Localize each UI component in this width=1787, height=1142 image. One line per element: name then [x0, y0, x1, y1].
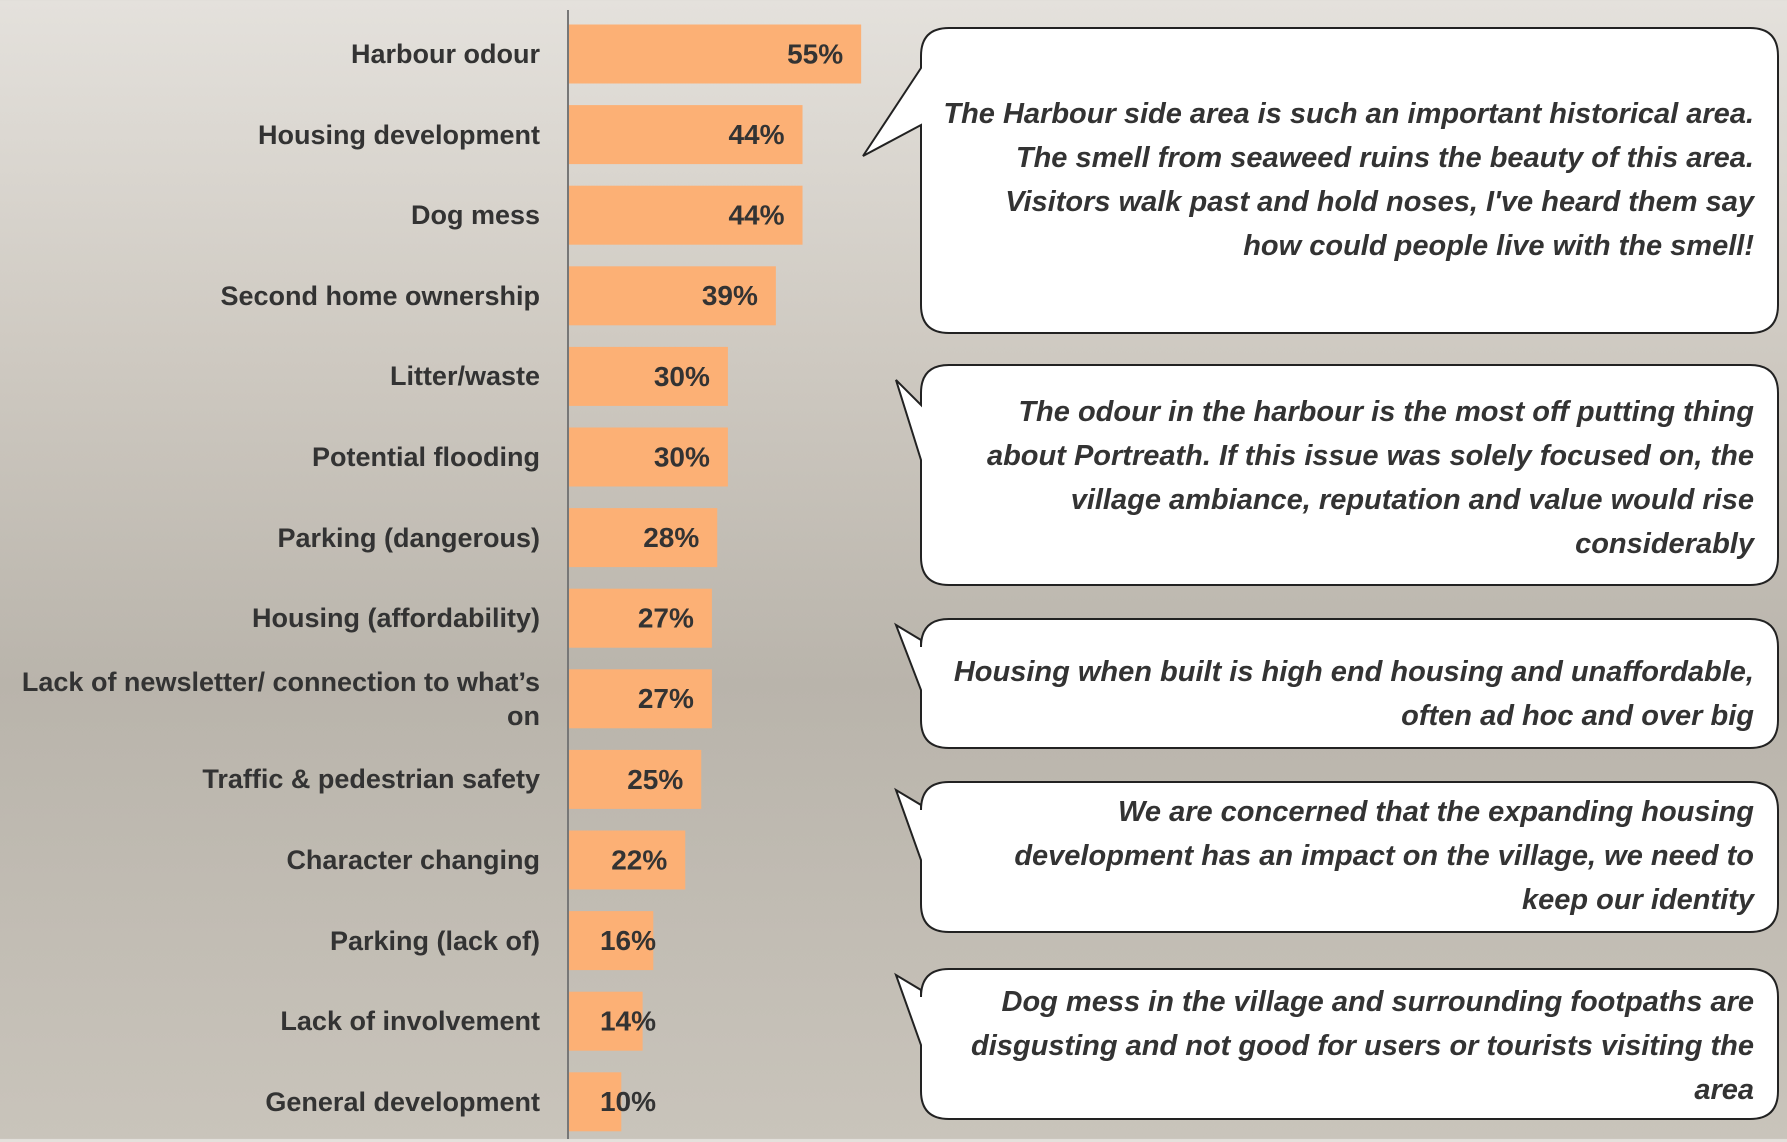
category-label: Character changing	[286, 845, 540, 875]
bar	[569, 427, 728, 487]
bar	[569, 346, 728, 406]
callout-text: Dog mess in the village and surrounding …	[970, 986, 1754, 1106]
value-label: 39%	[702, 280, 758, 311]
bar	[569, 1072, 622, 1132]
value-label: 27%	[638, 683, 694, 714]
value-label: 30%	[654, 361, 710, 392]
value-label: 27%	[638, 603, 694, 634]
bar	[569, 266, 776, 326]
callout-bubble	[894, 968, 1779, 1120]
callout-text: Housing when built is high end housing a…	[953, 656, 1754, 732]
bar	[569, 508, 718, 568]
callout-text: We are concerned that the expanding hous…	[1014, 796, 1754, 916]
callout-bubble	[894, 781, 1779, 933]
category-label: Lack of newsletter/ connection to what’s…	[21, 666, 540, 731]
category-label: Dog mess	[410, 200, 540, 231]
bar	[569, 911, 654, 971]
callout-text: The Harbour side area is such an importa…	[943, 98, 1754, 262]
value-label: 55%	[787, 38, 843, 69]
value-label: 10%	[600, 1086, 656, 1117]
callout-bubble	[862, 27, 1779, 334]
category-label: General development	[265, 1086, 540, 1117]
callout-bubble	[894, 618, 1779, 749]
bar	[569, 588, 712, 648]
category-label: Lack of involvement	[280, 1006, 540, 1037]
bar	[569, 24, 862, 84]
category-label: Housing (affordability)	[252, 603, 540, 634]
bar	[569, 105, 803, 165]
value-label: 25%	[627, 764, 683, 795]
bar	[569, 991, 643, 1051]
category-label: Traffic & pedestrian safety	[202, 764, 540, 795]
value-label: 22%	[611, 844, 667, 875]
bar	[569, 669, 712, 729]
bar	[569, 749, 702, 809]
value-label: 30%	[654, 441, 710, 472]
category-label: Second home ownership	[220, 280, 540, 311]
category-label: Potential flooding	[312, 442, 540, 472]
value-label: 44%	[728, 119, 784, 150]
bar	[569, 830, 686, 890]
value-label: 16%	[600, 925, 656, 956]
value-label: 28%	[643, 522, 699, 553]
callout-text: The odour in the harbour is the most off…	[986, 396, 1754, 560]
category-label: Housing development	[257, 119, 540, 150]
category-label: Parking (lack of)	[329, 925, 540, 956]
bar	[569, 185, 803, 245]
value-label: 14%	[600, 1006, 656, 1037]
category-label: Harbour odour	[351, 39, 540, 69]
category-label: Parking (dangerous)	[277, 522, 540, 553]
callout-bubble	[895, 364, 1779, 586]
category-label: Litter/waste	[389, 361, 540, 392]
value-label: 44%	[728, 200, 784, 231]
